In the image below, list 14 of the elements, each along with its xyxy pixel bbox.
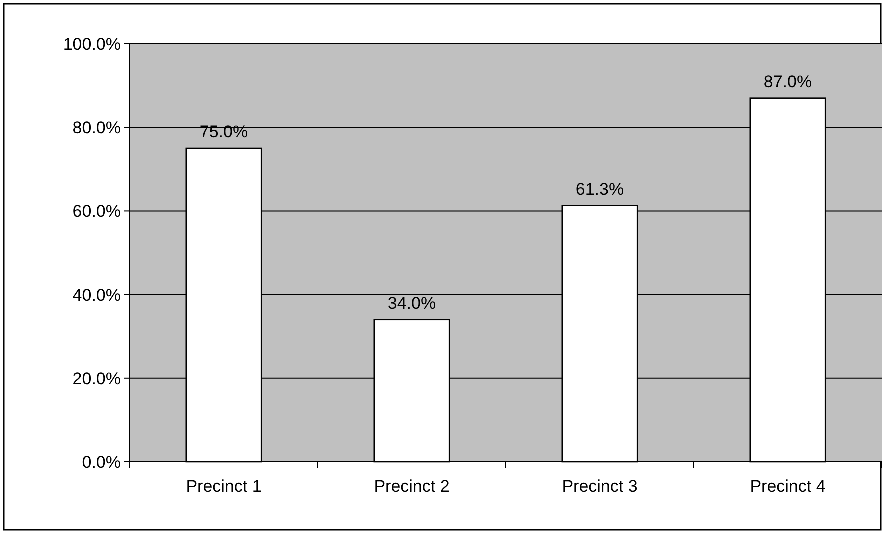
y-tick-label: 80.0% (72, 118, 121, 138)
y-tick-label: 60.0% (72, 202, 121, 222)
data-label: 75.0% (200, 122, 248, 142)
y-tick-label: 0.0% (82, 452, 121, 472)
x-tick-label: Precinct 2 (374, 477, 450, 496)
data-label: 34.0% (388, 294, 436, 313)
x-tick-label: Precinct 3 (562, 477, 638, 496)
x-tick-label: Precinct 4 (750, 477, 826, 496)
y-tick-label: 20.0% (72, 369, 121, 388)
y-tick-label: 100.0% (63, 34, 121, 54)
data-label: 87.0% (764, 72, 812, 92)
y-tick-label: 40.0% (72, 286, 121, 305)
x-tick-label: Precinct 1 (186, 477, 262, 496)
data-label: 61.3% (576, 180, 624, 199)
